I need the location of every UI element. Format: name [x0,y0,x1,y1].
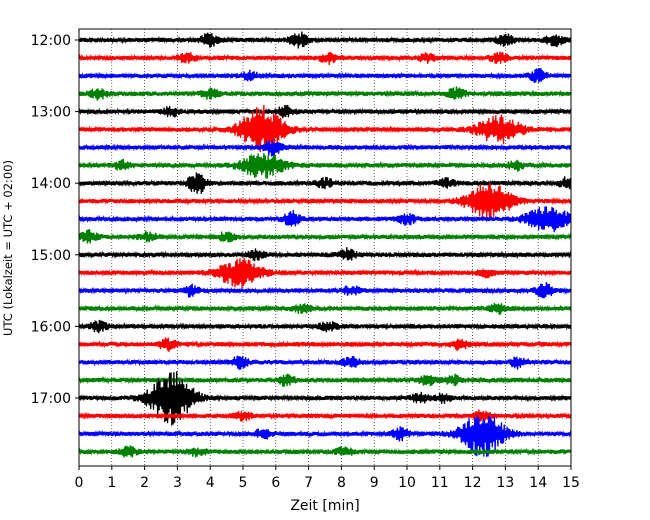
x-tick-label: 10 [398,475,416,491]
seismogram-trace [79,182,571,221]
x-tick-label: 12 [464,475,482,491]
seismogram-trace [79,31,571,49]
x-tick-label: 2 [140,475,149,491]
x-tick-label: 14 [529,475,547,491]
seismogram-trace [79,414,571,457]
x-tick-label: 13 [496,475,514,491]
x-tick-label: 7 [304,475,313,491]
plot-frame [78,28,572,467]
seismogram-trace [79,51,571,65]
seismogram-trace [79,86,571,101]
y-tick-label: 15:00 [31,248,71,264]
y-tick-label: 12:00 [31,33,71,49]
y-axis-label: UTC (Lokalzeit = UTC + 02:00) [1,160,15,336]
seismogram-trace [79,355,571,370]
seismogram-trace [79,282,571,299]
seismogram-trace [79,337,571,352]
seismogram-trace [79,172,571,194]
x-axis-label: Zeit [min] [290,498,359,514]
y-tick-label: 14:00 [31,176,71,192]
seismogram-trace [79,153,571,179]
seismogram-trace [79,409,571,423]
seismogram-trace [79,68,571,83]
x-tick-label: 8 [337,475,346,491]
seismogram-trace [79,319,571,334]
x-tick-label: 11 [431,475,449,491]
x-tick-label: 3 [173,475,182,491]
x-tick-label: 15 [562,475,580,491]
x-tick-label: 9 [370,475,379,491]
seismogram-trace [79,229,571,244]
seismogram-trace [79,373,571,387]
seismogram-trace [79,247,571,262]
plot-area [78,28,572,467]
seismogram-trace [79,371,571,426]
x-tick-label: 5 [239,475,248,491]
x-tick-label: 4 [206,475,215,491]
seismogram-trace [79,257,571,288]
seismogram-trace [79,302,571,315]
y-tick-label: 17:00 [31,391,71,407]
y-axis: 12:00 13:00 14:00 15:00 16:00 17:00 [31,33,79,407]
seismogram-trace [79,445,571,458]
seismogram-trace [79,139,571,157]
y-tick-label: 13:00 [31,105,71,121]
x-tick-label: 0 [75,475,84,491]
seismogram-trace [79,206,571,233]
x-axis: 0 1 2 3 4 5 6 7 8 9 10 11 12 13 14 15 [75,466,580,491]
seismogram-trace [79,104,571,119]
seismogram-trace [79,104,571,153]
y-tick-label: 16:00 [31,319,71,335]
x-tick-label: 1 [107,475,116,491]
x-tick-label: 6 [271,475,280,491]
